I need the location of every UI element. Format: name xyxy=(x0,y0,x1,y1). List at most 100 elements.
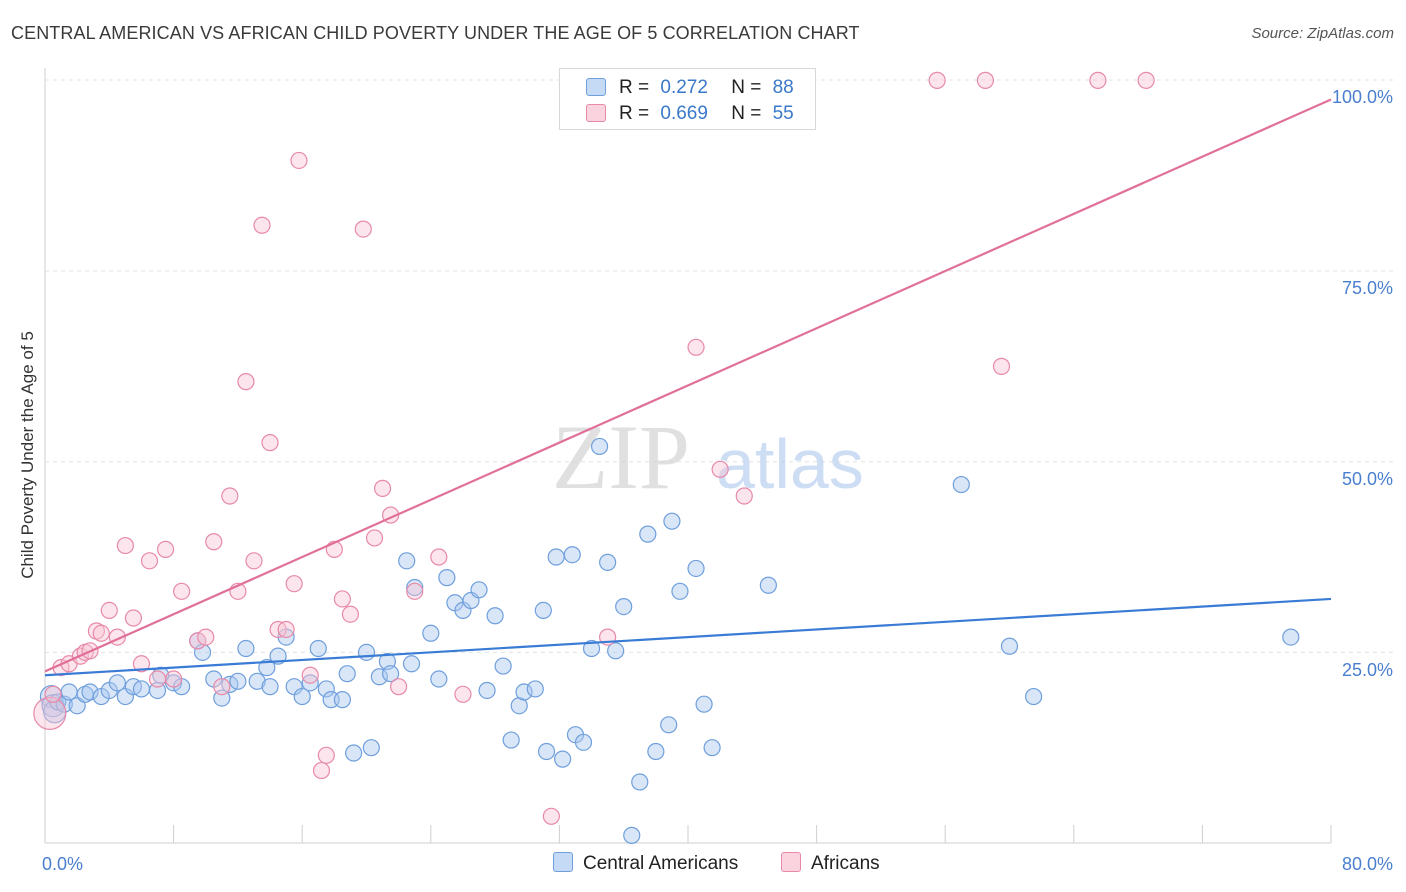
data-point-africans xyxy=(542,807,560,825)
trend-line-central-americans xyxy=(44,597,1332,677)
bottom-legend-label-blue: Central Americans xyxy=(583,853,739,874)
data-point-central-americans xyxy=(639,525,657,543)
data-point-africans xyxy=(735,487,753,505)
legend-n-label: N = xyxy=(731,77,762,98)
data-point-africans xyxy=(687,338,705,356)
chart-title: CENTRAL AMERICAN VS AFRICAN CHILD POVERT… xyxy=(11,23,860,43)
data-point-africans xyxy=(213,678,231,696)
legend-r-label: R = xyxy=(619,103,650,124)
trend-lines xyxy=(44,98,1332,677)
data-point-africans xyxy=(237,373,255,391)
data-point-africans xyxy=(454,685,472,703)
data-point-central-americans xyxy=(81,683,99,701)
data-point-central-americans xyxy=(554,750,572,768)
data-point-africans xyxy=(341,605,360,623)
data-point-africans xyxy=(290,151,308,170)
data-point-central-americans xyxy=(248,672,266,690)
data-point-africans xyxy=(301,666,319,684)
gridlines xyxy=(45,79,1395,653)
data-point-africans xyxy=(277,620,295,639)
legend-swatch-pink xyxy=(586,104,606,122)
data-point-africans xyxy=(205,533,223,551)
data-point-central-americans xyxy=(398,552,416,570)
source-label: Source: ZipAtlas.com xyxy=(1251,25,1394,42)
data-point-central-americans xyxy=(470,581,488,599)
data-point-central-americans xyxy=(623,826,641,844)
data-point-central-americans xyxy=(1000,637,1019,655)
x-tick-label: 0.0% xyxy=(42,854,83,874)
data-point-africans xyxy=(173,582,191,600)
data-point-africans xyxy=(390,678,408,696)
data-point-africans xyxy=(116,536,134,555)
data-point-central-americans xyxy=(486,607,504,625)
data-point-central-americans xyxy=(534,601,552,620)
data-point-central-americans xyxy=(293,687,311,706)
data-point-africans xyxy=(140,552,159,570)
data-point-central-americans xyxy=(663,512,681,530)
data-point-central-americans xyxy=(165,674,183,692)
legend-n-value-blue: 88 xyxy=(772,77,794,98)
data-point-central-americans xyxy=(261,678,279,696)
data-point-africans xyxy=(354,220,372,238)
data-point-africans xyxy=(261,434,279,452)
x-tick-label: 80.0% xyxy=(1342,854,1393,874)
data-point-central-americans xyxy=(582,639,601,658)
data-point-africans xyxy=(197,628,215,646)
watermark-zip: ZIP xyxy=(552,406,690,508)
data-point-central-americans xyxy=(317,680,335,698)
y-tick-label: 100.0% xyxy=(1332,87,1393,107)
data-point-central-americans xyxy=(607,642,625,660)
data-point-central-americans xyxy=(599,553,617,571)
bottom-legend-central-americans: Central Americans xyxy=(553,852,738,875)
legend-r-label: R = xyxy=(619,77,650,98)
data-point-central-americans xyxy=(759,576,777,594)
data-point-central-americans xyxy=(108,674,126,692)
bottom-legend-swatch-blue xyxy=(553,852,573,872)
data-point-central-americans xyxy=(502,731,520,749)
data-point-africans xyxy=(312,761,331,780)
series-central-americans xyxy=(39,437,1300,844)
data-point-central-americans xyxy=(660,716,678,734)
data-point-central-americans xyxy=(631,773,649,791)
data-point-central-americans xyxy=(357,643,376,661)
data-point-central-americans xyxy=(515,683,533,701)
data-point-central-americans xyxy=(671,582,689,600)
data-point-africans xyxy=(33,696,67,730)
data-point-central-americans xyxy=(438,569,456,587)
data-point-africans xyxy=(1137,71,1155,89)
data-point-central-americans xyxy=(1282,628,1300,646)
legend-r-value-blue: 0.272 xyxy=(660,77,708,98)
legend-swatch-blue xyxy=(586,78,606,96)
data-point-central-americans xyxy=(703,739,721,757)
legend-box: R = 0.272 N = 88 R = 0.669 N = 55 xyxy=(559,68,816,130)
data-point-central-americans xyxy=(952,475,970,494)
data-point-africans xyxy=(253,216,271,234)
data-point-africans xyxy=(373,479,392,497)
data-point-central-americans xyxy=(563,546,581,564)
data-point-africans xyxy=(124,609,143,627)
data-point-central-americans xyxy=(547,548,565,566)
y-tick-label: 75.0% xyxy=(1342,278,1393,298)
data-point-central-americans xyxy=(494,657,512,675)
data-point-africans xyxy=(132,655,151,673)
watermark-atlas: atlas xyxy=(716,425,864,503)
data-point-central-americans xyxy=(574,733,593,751)
data-point-central-americans xyxy=(402,655,421,673)
bottom-legend-swatch-pink xyxy=(781,852,801,872)
data-point-central-americans xyxy=(132,680,151,698)
data-point-central-americans xyxy=(338,665,356,683)
data-point-central-americans xyxy=(345,744,363,762)
data-point-africans xyxy=(928,71,946,89)
data-point-central-americans xyxy=(258,658,276,677)
data-point-central-americans xyxy=(422,624,440,642)
data-point-central-americans xyxy=(526,680,544,698)
data-point-africans xyxy=(100,601,118,620)
bottom-legend-africans: Africans xyxy=(781,852,880,875)
data-point-africans xyxy=(333,590,351,608)
watermark: ZIP atlas xyxy=(552,406,864,508)
data-point-central-americans xyxy=(687,559,705,578)
data-point-central-americans xyxy=(333,691,351,709)
data-point-africans xyxy=(317,746,335,764)
data-point-central-americans xyxy=(647,742,665,761)
